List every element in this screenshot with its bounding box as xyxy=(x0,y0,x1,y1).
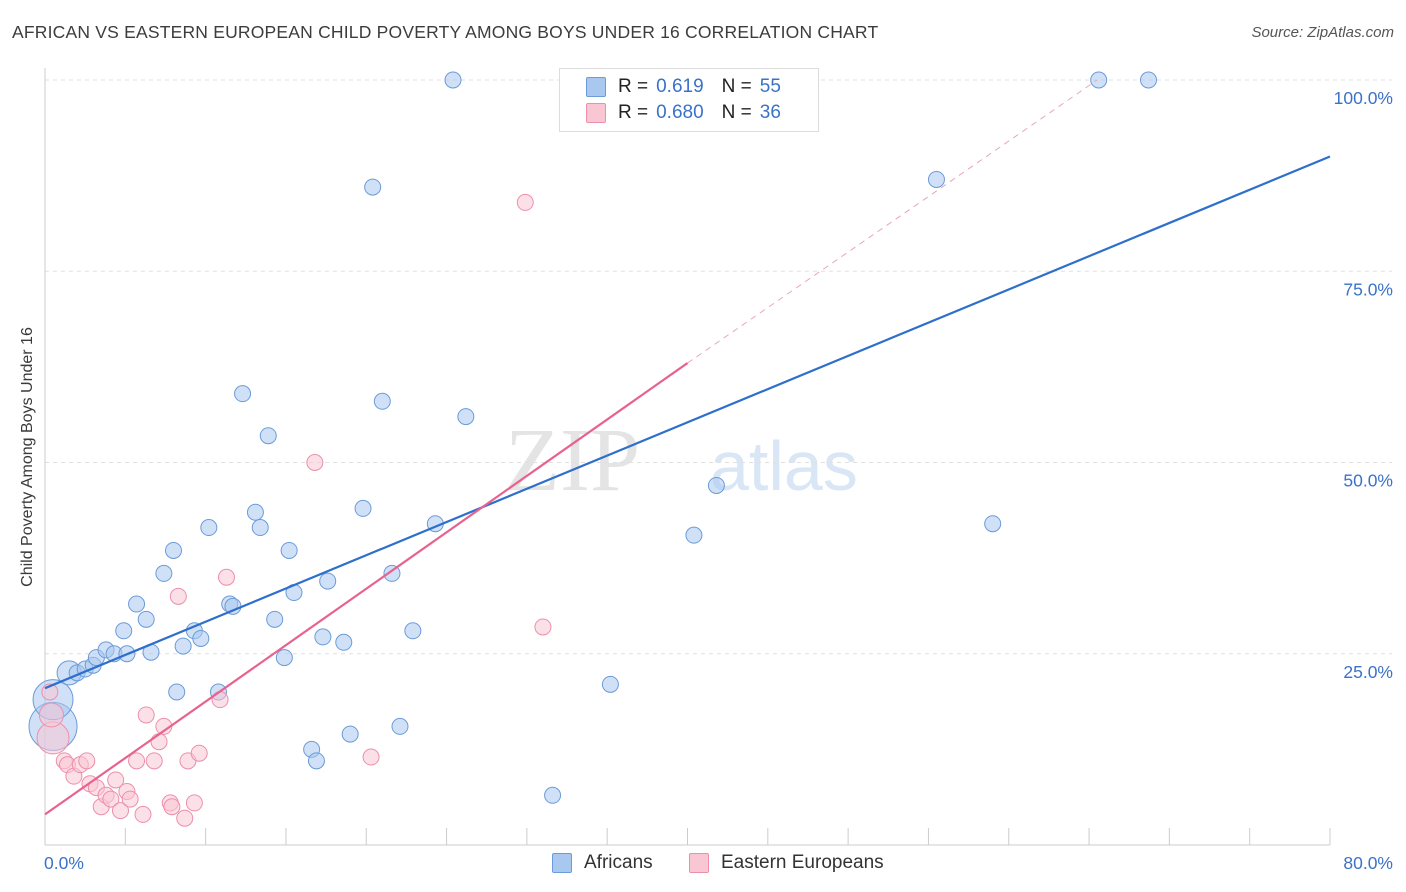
africans-point xyxy=(192,629,210,647)
legend-r-value-eastern-europeans: 0.680 xyxy=(656,102,704,123)
africans-point xyxy=(364,178,382,196)
legend-n-label: N = xyxy=(721,76,752,97)
africans-point xyxy=(280,541,298,559)
africans-point xyxy=(335,633,353,651)
africans-point xyxy=(685,526,703,544)
africans-point xyxy=(251,519,269,537)
stats-legend: R = 0.619 N = 55 R = 0.680 N = 36 xyxy=(559,68,819,132)
chart-title: AFRICAN VS EASTERN EUROPEAN CHILD POVERT… xyxy=(12,22,879,42)
eastern-europeans-point xyxy=(185,794,203,812)
eastern-europeans-point xyxy=(150,733,168,751)
bottom-legend-eastern-europeans[interactable]: Eastern Europeans xyxy=(689,852,884,874)
y-tick-label: 25.0% xyxy=(1343,662,1393,682)
africans-point xyxy=(275,649,293,667)
bottom-legend-label-africans: Africans xyxy=(584,852,653,873)
africans-point xyxy=(341,725,359,743)
africans-point xyxy=(314,628,332,646)
africans-point xyxy=(707,476,725,494)
africans-point xyxy=(128,595,146,613)
africans-point xyxy=(383,564,401,582)
eastern-europeans-point xyxy=(362,748,380,766)
eastern-europeans-point xyxy=(134,805,152,823)
eastern-europeans-point xyxy=(128,752,146,770)
legend-r-label: R = xyxy=(618,76,649,97)
eastern-europeans-point xyxy=(163,798,181,816)
legend-r-label: R = xyxy=(618,102,649,123)
africans-point xyxy=(266,610,284,628)
africans-point xyxy=(1139,71,1157,89)
eastern-europeans-point xyxy=(111,802,129,820)
eastern-europeans-point xyxy=(169,587,187,605)
eastern-europeans-point xyxy=(107,771,125,789)
source-credit: Source: ZipAtlas.com xyxy=(1251,24,1394,41)
eastern-europeans-trendline-extension xyxy=(687,79,1098,364)
bottom-legend-swatch-africans xyxy=(552,853,572,873)
eastern-europeans-point xyxy=(137,706,155,724)
eastern-europeans-point xyxy=(190,744,208,762)
africans-point xyxy=(457,408,475,426)
eastern-europeans-point xyxy=(176,809,194,827)
watermark-atlas: atlas xyxy=(710,427,858,505)
africans-point xyxy=(168,683,186,701)
eastern-europeans-point xyxy=(38,702,64,728)
x-tick-label: 80.0% xyxy=(1343,853,1393,873)
africans-point xyxy=(601,675,619,693)
africans-point xyxy=(354,499,372,517)
africans-point xyxy=(984,515,1002,533)
legend-n-value-eastern-europeans: 36 xyxy=(759,102,781,123)
africans-point xyxy=(373,392,391,410)
africans-point xyxy=(927,170,945,188)
eastern-europeans-trendline xyxy=(44,362,689,816)
eastern-europeans-point xyxy=(121,790,139,808)
legend-r-value-africans: 0.619 xyxy=(656,76,704,97)
africans-point xyxy=(165,541,182,559)
africans-point xyxy=(259,427,277,445)
africans-point xyxy=(544,786,562,804)
legend-swatch-africans xyxy=(586,77,606,97)
africans-point xyxy=(137,610,155,628)
eastern-europeans-point xyxy=(534,618,552,636)
legend-row-eastern-europeans: R = 0.680 N = 36 xyxy=(586,101,781,125)
bottom-legend-africans[interactable]: Africans xyxy=(552,852,653,874)
africans-point xyxy=(307,752,325,770)
africans-trendline xyxy=(44,155,1331,690)
legend-row-africans: R = 0.619 N = 55 xyxy=(586,75,781,99)
africans-point xyxy=(444,71,462,89)
bottom-legend-label-eastern-europeans: Eastern Europeans xyxy=(721,852,884,873)
eastern-europeans-point xyxy=(145,752,163,770)
eastern-europeans-point xyxy=(218,568,236,586)
eastern-europeans-point xyxy=(78,752,96,770)
africans-point xyxy=(200,519,218,537)
bottom-legend-swatch-eastern-europeans xyxy=(689,853,709,873)
legend-n-value-africans: 55 xyxy=(759,76,781,97)
africans-point xyxy=(155,564,173,582)
africans-point xyxy=(1090,71,1108,89)
eastern-europeans-point xyxy=(102,790,120,808)
africans-point xyxy=(115,622,133,640)
africans-point xyxy=(234,385,252,403)
africans-point xyxy=(319,572,337,590)
y-tick-label: 75.0% xyxy=(1343,279,1393,299)
y-tick-label: 100.0% xyxy=(1334,88,1393,108)
y-tick-label: 50.0% xyxy=(1343,471,1393,491)
eastern-europeans-point xyxy=(516,193,534,211)
eastern-europeans-point xyxy=(306,454,324,471)
africans-point xyxy=(391,717,409,735)
africans-point xyxy=(246,503,264,521)
legend-n-label: N = xyxy=(721,102,752,123)
africans-point xyxy=(174,637,192,655)
legend-swatch-eastern-europeans xyxy=(586,103,606,123)
watermark-zip: ZIP xyxy=(505,411,640,510)
x-tick-label: 0.0% xyxy=(44,853,84,873)
africans-point xyxy=(404,622,422,640)
